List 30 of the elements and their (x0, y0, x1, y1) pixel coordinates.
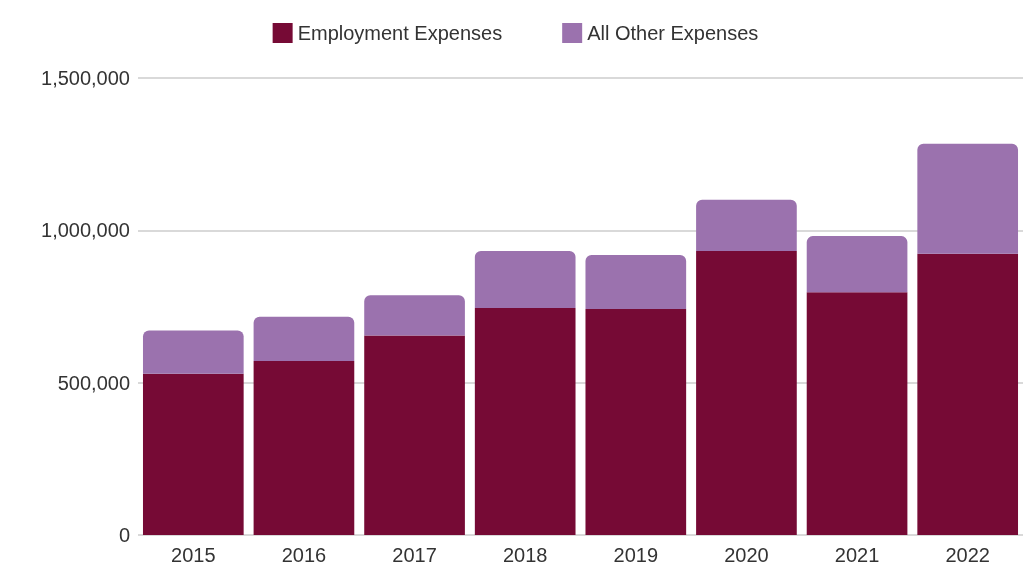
y-tick-label: 0 (118, 524, 130, 546)
y-tick-label: 1,000,000 (41, 219, 130, 242)
bar (696, 251, 797, 535)
bar (917, 253, 1019, 535)
bar (474, 308, 576, 535)
x-tick-label: 2021 (834, 544, 880, 566)
bar (364, 295, 465, 336)
legend-label: All Other Expenses (587, 22, 759, 44)
bar (917, 143, 1019, 254)
x-tick-label: 2016 (281, 544, 327, 566)
x-tick-label: 2019 (613, 544, 659, 566)
bar (253, 316, 355, 362)
bar (142, 373, 244, 535)
bar (806, 236, 908, 293)
bar (585, 308, 687, 535)
bar (253, 361, 355, 535)
x-tick-label: 2017 (392, 544, 437, 566)
bar (364, 335, 465, 535)
x-tick-label: 2018 (502, 544, 548, 566)
x-tick-label: 2020 (724, 544, 769, 566)
bar (696, 199, 797, 252)
bar (142, 330, 244, 374)
bar (474, 251, 576, 309)
bar (806, 292, 908, 535)
y-tick-label: 500,000 (57, 371, 130, 394)
x-tick-label: 2015 (171, 544, 216, 566)
legend-label: Employment Expenses (297, 22, 503, 44)
y-tick-label: 1,500,000 (41, 67, 130, 89)
bar (585, 255, 687, 309)
x-tick-label: 2022 (945, 544, 990, 566)
